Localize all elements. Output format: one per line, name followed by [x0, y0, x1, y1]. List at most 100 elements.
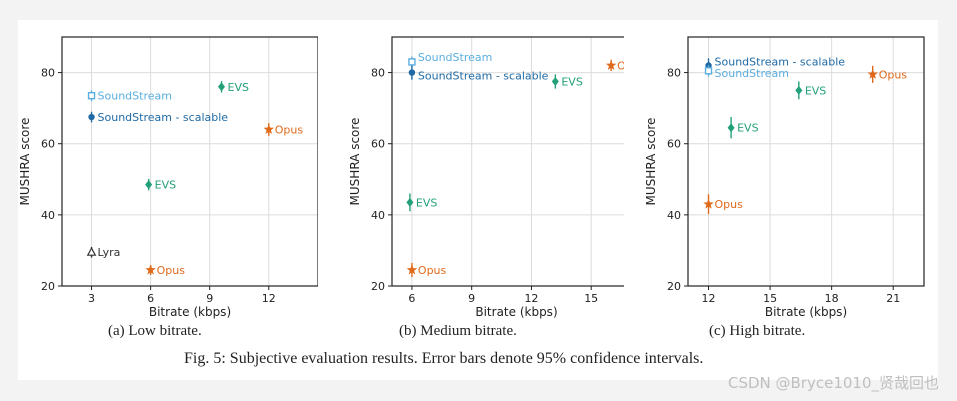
point-opus: Opus — [867, 65, 908, 83]
ticks: 12 15 18 21 20 40 60 80 — [667, 67, 900, 305]
point-evs: EVS — [218, 81, 249, 94]
y-tick-label: 80 — [667, 67, 681, 80]
marker-star — [145, 264, 156, 275]
x-tick-label: 15 — [584, 292, 598, 305]
y-tick-label: 40 — [371, 209, 385, 222]
marker-star — [605, 59, 617, 70]
point-lyra: Lyra — [86, 246, 121, 259]
point-soundstream-scalable: SoundStream - scalable — [705, 55, 846, 73]
point-label: SoundStream - scalable — [418, 70, 549, 83]
point-label: SoundStream - scalable — [98, 111, 229, 124]
x-axis-label: Bitrate (kbps) — [149, 305, 231, 319]
point-label: EVS — [416, 196, 437, 209]
marker-square — [87, 91, 96, 100]
x-tick-label: 12 — [262, 292, 276, 305]
y-tick-label: 60 — [667, 138, 681, 151]
point-evs: EVS — [795, 81, 826, 100]
subcaption-high-bitrate: (c) High bitrate. — [709, 323, 806, 339]
marker-star — [406, 264, 418, 275]
y-tick-label: 60 — [41, 138, 55, 151]
y-tick-label: 80 — [41, 67, 55, 80]
chart-high-bitrate: 12 15 18 21 20 40 60 80 Bitrate (kbps) MUSHRA sco… — [644, 36, 925, 319]
x-axis-label: Bitrate (kbps) — [765, 305, 847, 319]
marker-star — [867, 68, 878, 79]
point-evs: EVS — [406, 193, 437, 212]
y-tick-label: 20 — [41, 280, 55, 293]
point-label: Lyra — [98, 246, 121, 259]
x-tick-label: 9 — [468, 292, 475, 305]
point-label: EVS — [228, 81, 249, 94]
y-axis-label: MUSHRA score — [644, 118, 658, 206]
x-tick-label: 18 — [825, 292, 839, 305]
subcaption-low-bitrate: (a) Low bitrate. — [108, 323, 202, 339]
y-axis-label: MUSHRA score — [348, 118, 362, 206]
y-tick-label: 40 — [41, 209, 55, 222]
point-label: Opus — [275, 123, 304, 136]
point-opus: Opus — [605, 59, 624, 72]
marker-diamond — [551, 76, 559, 86]
plot-frame — [61, 36, 318, 287]
point-evs: EVS — [551, 74, 583, 89]
marker-diamond — [145, 180, 153, 190]
point-label: EVS — [155, 179, 176, 192]
point-label: Opus — [157, 264, 186, 277]
chart-medium-bitrate: 6 9 12 15 20 40 60 80 Bitrate (kbps) MUSHRA score… — [348, 36, 624, 319]
point-label: EVS — [805, 84, 826, 97]
figure: 3 6 9 12 20 40 60 80 Bitrate (kbps) MUSHRA score S… — [18, 20, 938, 380]
y-tick-label: 20 — [371, 280, 385, 293]
grid — [62, 37, 318, 287]
point-soundstream: SoundStream — [87, 90, 172, 103]
y-axis-label: MUSHRA score — [18, 118, 32, 206]
marker-square — [704, 67, 713, 75]
ticks: 6 9 12 15 20 40 60 80 — [371, 67, 598, 305]
y-tick-label: 40 — [667, 209, 681, 222]
point-soundstream-scalable: SoundStream - scalable — [408, 65, 549, 83]
x-tick-label: 21 — [886, 292, 900, 305]
x-tick-label: 15 — [763, 292, 777, 305]
watermark: CSDN @Bryce1010_贤哉回也 — [727, 374, 939, 392]
marker-triangle — [86, 246, 97, 256]
figure-caption: Fig. 5: Subjective evaluation results. E… — [184, 350, 704, 367]
marker-star — [263, 123, 274, 134]
x-tick-label: 6 — [408, 292, 415, 305]
point-label: Opus — [879, 68, 908, 81]
point-opus: Opus — [406, 262, 447, 278]
marker-square — [408, 58, 416, 66]
x-tick-label: 12 — [702, 292, 716, 305]
plot-frame — [687, 36, 925, 287]
point-label: SoundStream - scalable — [715, 55, 846, 68]
point-label: SoundStream — [418, 51, 492, 64]
marker-diamond — [406, 197, 414, 207]
point-label: Opus — [418, 264, 447, 277]
y-tick-label: 80 — [371, 67, 385, 80]
marker-diamond — [218, 82, 226, 92]
x-tick-label: 12 — [524, 292, 538, 305]
x-tick-label: 6 — [147, 292, 154, 305]
point-label: Opus — [715, 198, 744, 211]
point-soundstream: SoundStream — [408, 51, 492, 68]
x-axis-label: Bitrate (kbps) — [475, 305, 557, 319]
point-evs: EVS — [145, 179, 176, 192]
marker-circle — [408, 69, 416, 76]
marker-circle — [88, 113, 95, 121]
point-label: EVS — [737, 122, 758, 135]
point-opus: Opus — [145, 264, 185, 277]
y-tick-label: 20 — [667, 280, 681, 293]
x-tick-label: 9 — [206, 292, 213, 305]
y-tick-label: 60 — [371, 138, 385, 151]
marker-star — [703, 198, 714, 209]
marker-diamond — [727, 123, 735, 133]
point-label: SoundStream — [98, 90, 172, 103]
point-opus: Opus — [263, 123, 304, 136]
point-soundstream-scalable: SoundStream - scalable — [88, 111, 228, 124]
point-opus: Opus — [703, 194, 744, 215]
point-label: SoundStream — [715, 67, 789, 80]
chart-low-bitrate: 3 6 9 12 20 40 60 80 Bitrate (kbps) MUSHRA score S… — [18, 36, 318, 319]
point-label: EVS — [561, 75, 582, 88]
point-soundstream: SoundStream — [704, 65, 789, 80]
ticks: 3 6 9 12 20 40 60 80 — [41, 67, 276, 305]
point-label: Opus — [617, 59, 624, 72]
x-tick-label: 3 — [88, 292, 95, 305]
point-evs: EVS — [727, 117, 759, 139]
subcaption-medium-bitrate: (b) Medium bitrate. — [399, 323, 517, 339]
